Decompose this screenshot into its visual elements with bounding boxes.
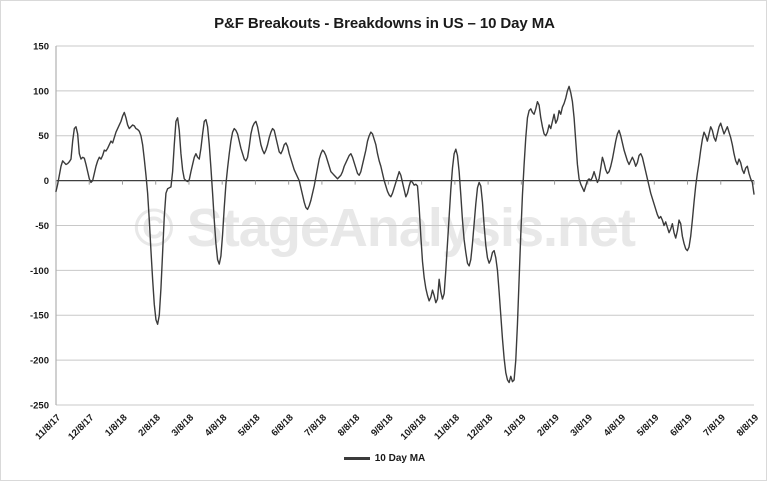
x-axis-tick-label: 7/8/18 xyxy=(303,412,329,438)
x-axis-tick-label: 4/8/19 xyxy=(602,412,628,438)
x-axis-labels: 11/8/17 12/8/17 1/8/18 2/8/18 3/8/18 4/8/18 5/… xyxy=(33,412,761,442)
x-axis-tick-label: 4/8/18 xyxy=(203,412,229,438)
x-axis-tick-label: 12/8/18 xyxy=(465,412,495,442)
x-axis-tick-label: 9/8/18 xyxy=(369,412,395,438)
y-axis-tick-label: 50 xyxy=(38,131,49,142)
x-axis-tick-label: 8/8/18 xyxy=(336,412,362,438)
y-axis-tick-label: -200 xyxy=(30,356,49,367)
x-axis-tick-label: 7/8/19 xyxy=(701,412,727,438)
x-axis-tick-label: 10/8/18 xyxy=(399,412,429,442)
x-axis-tick-label: 2/8/19 xyxy=(535,412,561,438)
y-axis-tick-label: 150 xyxy=(33,41,49,52)
gridlines xyxy=(55,45,754,406)
x-axis-tick-label: 11/8/18 xyxy=(432,412,462,442)
y-axis-tick-label: 0 xyxy=(44,176,49,187)
x-axis-tick-label: 8/8/19 xyxy=(735,412,761,438)
data-series xyxy=(55,85,755,384)
x-axis-tick-label: 1/8/18 xyxy=(103,412,129,438)
x-axis-tick-label: 3/8/19 xyxy=(568,412,594,438)
x-axis-tick-label: 5/8/18 xyxy=(236,412,262,438)
x-axis-tick-label: 2/8/18 xyxy=(136,412,162,438)
legend-color-swatch xyxy=(343,457,370,460)
chart-legend: 10 Day MA xyxy=(1,453,766,464)
y-axis-tick-label: 100 xyxy=(33,86,49,97)
chart-title: P&F Breakouts - Breakdowns in US – 10 Da… xyxy=(214,15,555,32)
y-axis-tick-label: -50 xyxy=(35,221,49,232)
legend-item-label: 10 Day MA xyxy=(374,453,426,464)
x-axis-tick-label: 1/8/19 xyxy=(502,412,528,438)
x-axis-tick-label: 12/8/17 xyxy=(66,412,96,442)
x-axis-tick-label: 3/8/18 xyxy=(170,412,196,438)
series-line-10-day-ma xyxy=(55,85,755,384)
y-axis-tick-label: -100 xyxy=(30,266,49,277)
x-axis-tick-label: 6/8/19 xyxy=(668,412,694,438)
x-axis-tick-label: 11/8/17 xyxy=(33,412,63,442)
x-axis-tick-label: 5/8/19 xyxy=(635,412,661,438)
x-axis-tick-label: 6/8/18 xyxy=(269,412,295,438)
y-axis-tick-label: -150 xyxy=(30,311,49,322)
y-axis-labels: 150 100 50 0 -50 -100 -150 -200 -250 xyxy=(30,41,49,411)
x-axis-ticks xyxy=(55,180,755,185)
y-axis-tick-label: -250 xyxy=(30,400,49,411)
